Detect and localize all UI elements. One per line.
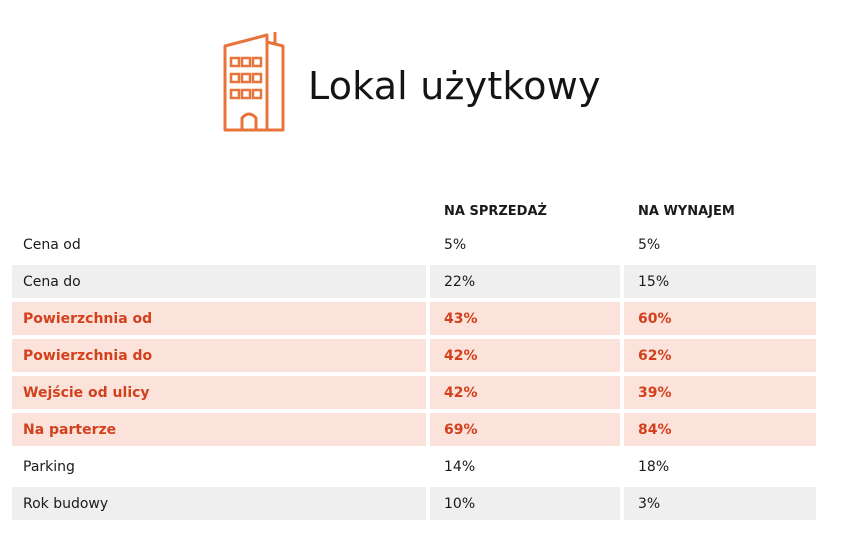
- row-rent-value: 39%: [624, 376, 816, 409]
- row-rent-value: 15%: [624, 265, 816, 298]
- page-title: Lokal użytkowy: [308, 64, 601, 108]
- table-row: Cena od 5% 5%: [12, 228, 820, 261]
- row-sale-value: 22%: [430, 265, 620, 298]
- row-rent-value: 3%: [624, 487, 816, 520]
- row-rent-value: 5%: [638, 236, 661, 253]
- row-sale-value: 42%: [430, 339, 620, 372]
- table-row: Parking 14% 18%: [12, 450, 820, 483]
- table-row: Na parterze 69% 84%: [12, 413, 820, 446]
- comparison-table: NA SPRZEDAŻ NA WYNAJEM Cena od 5% 5% Cena d…: [12, 194, 820, 524]
- row-sale-value: 5%: [444, 236, 467, 253]
- row-sale-value: 10%: [430, 487, 620, 520]
- table-header-row: NA SPRZEDAŻ NA WYNAJEM: [12, 194, 820, 228]
- row-rent-value: 60%: [624, 302, 816, 335]
- table-row: Powierzchnia do 42% 62%: [12, 339, 820, 372]
- row-rent-value: 84%: [624, 413, 816, 446]
- row-rent-value: 62%: [624, 339, 816, 372]
- table-row: Rok budowy 10% 3%: [12, 487, 820, 520]
- row-sale-value: 42%: [430, 376, 620, 409]
- row-label: Rok budowy: [12, 487, 426, 520]
- row-label: Cena od: [23, 236, 81, 253]
- row-label: Powierzchnia od: [12, 302, 426, 335]
- row-sale-value: 14%: [444, 458, 476, 475]
- row-rent-value: 18%: [638, 458, 670, 475]
- row-sale-value: 43%: [430, 302, 620, 335]
- row-label: Cena do: [12, 265, 426, 298]
- building-icon: [223, 32, 285, 132]
- row-label: Wejście od ulicy: [12, 376, 426, 409]
- table-row: Powierzchnia od 43% 60%: [12, 302, 820, 335]
- row-label: Parking: [23, 458, 75, 475]
- header-sale-column: NA SPRZEDAŻ: [444, 203, 547, 219]
- header-rent-column: NA WYNAJEM: [638, 203, 735, 219]
- table-row: Wejście od ulicy 42% 39%: [12, 376, 820, 409]
- row-label: Powierzchnia do: [12, 339, 426, 372]
- page-header: Lokal użytkowy: [222, 30, 601, 132]
- table-row: Cena do 22% 15%: [12, 265, 820, 298]
- row-label: Na parterze: [12, 413, 426, 446]
- row-sale-value: 69%: [430, 413, 620, 446]
